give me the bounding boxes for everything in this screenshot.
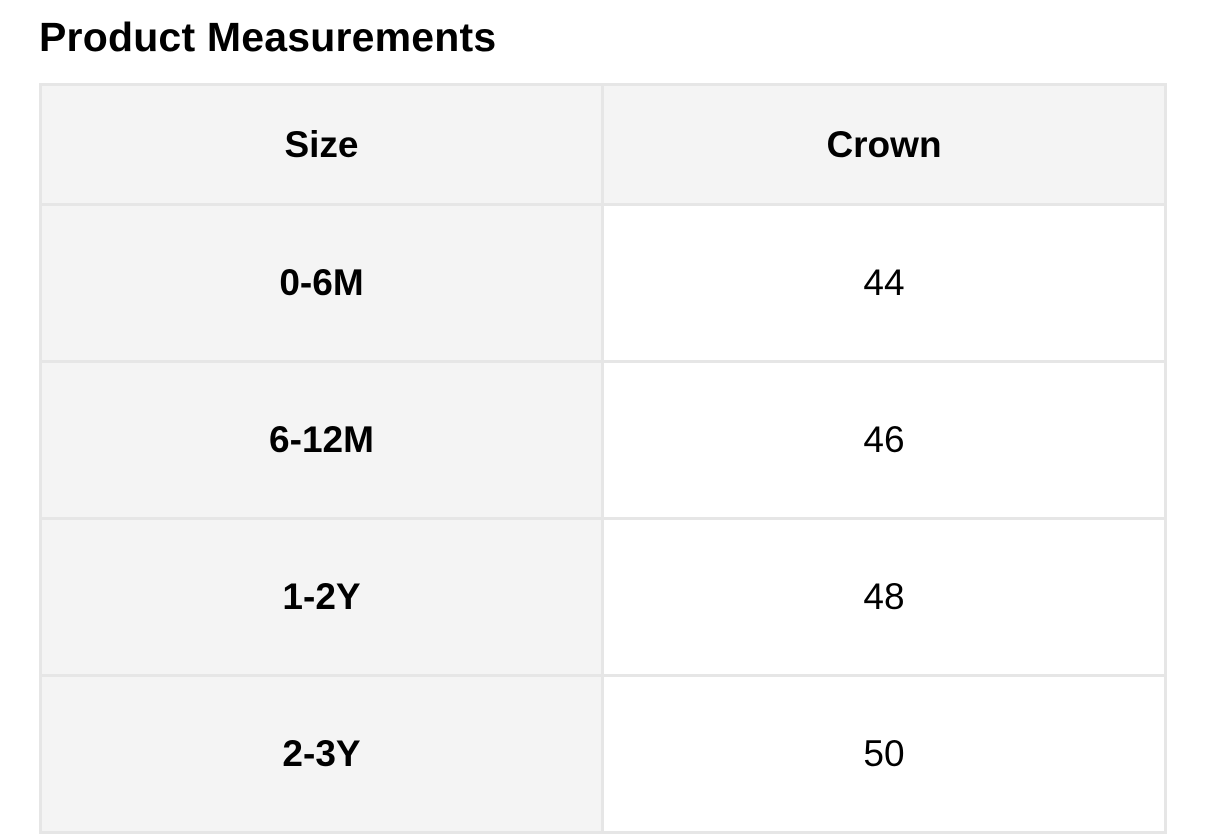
crown-cell: 46: [601, 360, 1167, 520]
header-size: Size: [39, 83, 604, 206]
table-header-row: Size Crown: [39, 83, 1167, 206]
size-cell: 1-2Y: [39, 517, 604, 677]
table-row: 6-12M 46: [39, 360, 1167, 520]
size-cell: 6-12M: [39, 360, 604, 520]
table-row: 0-6M 44: [39, 203, 1167, 363]
table-row: 1-2Y 48: [39, 517, 1167, 677]
header-crown: Crown: [601, 83, 1167, 206]
size-cell: 0-6M: [39, 203, 604, 363]
crown-cell: 50: [601, 674, 1167, 834]
crown-cell: 44: [601, 203, 1167, 363]
crown-cell: 48: [601, 517, 1167, 677]
table-row: 2-3Y 50: [39, 674, 1167, 834]
page-title: Product Measurements: [39, 14, 497, 60]
size-cell: 2-3Y: [39, 674, 604, 834]
measurements-table: Size Crown 0-6M 44 6-12M 46 1-2Y 48 2-3Y…: [39, 83, 1167, 834]
